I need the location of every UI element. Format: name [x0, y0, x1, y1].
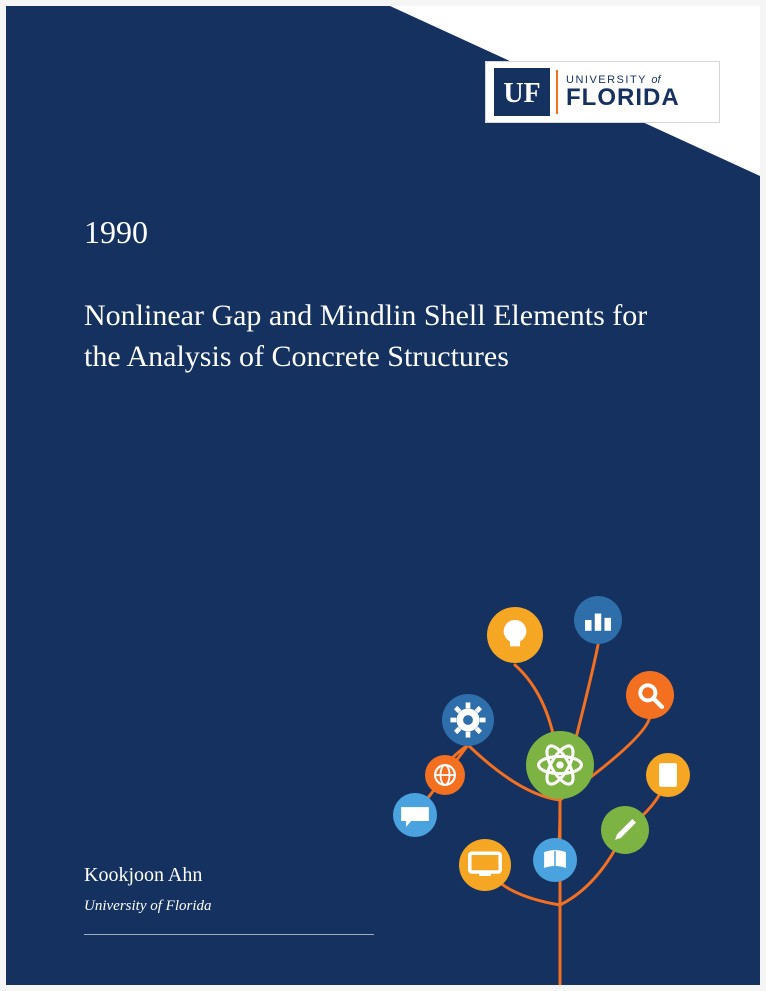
uf-monogram-icon: UF: [494, 68, 550, 116]
logo-text: UNIVERSITY of FLORIDA: [566, 75, 680, 110]
monitor-icon: [459, 839, 511, 891]
knowledge-tree-graphic: [350, 565, 720, 985]
svg-text:UF: UF: [503, 78, 540, 109]
search-icon: [626, 671, 674, 719]
author-name: Kookjoon Ahn: [84, 864, 202, 887]
publication-year: 1990: [84, 214, 148, 251]
gear-icon: [442, 694, 494, 746]
logo-divider: [556, 70, 558, 114]
author-affiliation: University of Florida: [84, 898, 212, 915]
footer-rule: [84, 934, 374, 935]
logo-line2: FLORIDA: [566, 86, 680, 110]
atom-icon: [526, 731, 594, 799]
uf-logo: UF UNIVERSITY of FLORIDA: [485, 61, 720, 123]
pencil-icon: [601, 806, 649, 854]
globe-icon: [425, 755, 465, 795]
book-icon: [533, 838, 577, 882]
cover-page: UF UNIVERSITY of FLORIDA 1990 Nonlinear …: [6, 6, 760, 985]
calc-icon: [646, 753, 690, 797]
bulb-icon: [487, 607, 543, 663]
chat-icon: [393, 793, 437, 837]
publication-title: Nonlinear Gap and Mindlin Shell Elements…: [84, 296, 670, 377]
chart-icon: [574, 596, 622, 644]
